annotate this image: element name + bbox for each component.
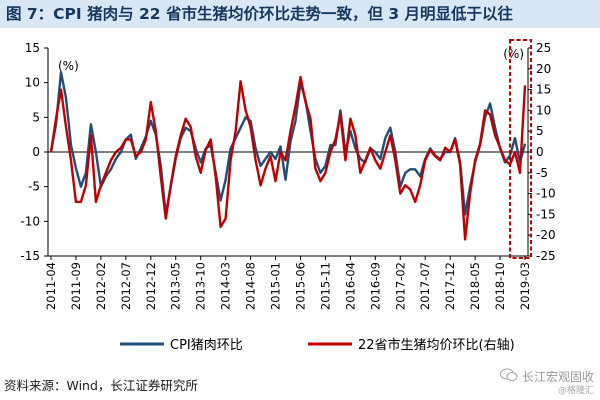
left-axis-label: (%) — [58, 59, 79, 73]
x-tick-label: 2019-03 — [518, 262, 532, 310]
x-tick-label: 2011-04 — [44, 262, 58, 310]
x-tick-label: 2013-05 — [169, 262, 183, 310]
watermark-site: @格隆汇 — [557, 386, 594, 396]
left-tick-label: 15 — [25, 41, 40, 55]
left-tick-label: 0 — [32, 145, 40, 159]
x-tick-label: 2015-11 — [318, 262, 332, 310]
right-tick-label: 25 — [536, 41, 551, 55]
x-tick-label: 2012-02 — [94, 262, 108, 310]
cpi-pork-line — [49, 71, 527, 216]
left-tick-label: -15 — [20, 249, 40, 263]
x-tick-label: 2012-07 — [119, 262, 133, 310]
source-note: 资料来源：Wind，长江证券研究所 — [4, 378, 198, 393]
right-tick-label: 15 — [536, 83, 551, 97]
right-tick-label: 10 — [536, 103, 551, 117]
x-tick-label: 2015-01 — [269, 262, 283, 310]
x-tick-label: 2017-07 — [418, 262, 432, 310]
dual-axis-line-chart: -15 -10 -5 0 5 10 15 (%) -25 -20 -15 -10 -5 0 5 10 15 20 2… — [20, 39, 556, 353]
x-tick-label: 2014-08 — [244, 262, 258, 310]
x-tick-label: 2011-09 — [69, 262, 83, 310]
legend-hog-price-label: 22省市生猪均价环比(右轴) — [358, 337, 515, 353]
figure-title: 图 7：CPI 猪肉与 22 省市生猪均价环比走势一致，但 3 月明显低于以往 — [0, 0, 600, 28]
series-layer — [49, 71, 527, 241]
watermark-account: 长江宏观固收 — [521, 370, 594, 384]
x-tick-label: 2017-12 — [443, 262, 457, 310]
x-tick-label: 2018-10 — [493, 262, 507, 310]
x-tick-label: 2014-03 — [219, 262, 233, 310]
right-tick-label: 5 — [536, 124, 544, 138]
x-tick-label: 2016-09 — [368, 262, 382, 310]
highlight-box — [509, 39, 533, 259]
left-tick-label: -10 — [20, 214, 40, 228]
x-tick-label: 2016-04 — [343, 262, 357, 310]
hog-price-line — [49, 75, 527, 241]
right-tick-label: -15 — [536, 207, 556, 221]
right-tick-label: -10 — [536, 187, 556, 201]
chart-legend: CPI猪肉环比 22省市生猪均价环比(右轴) — [120, 337, 515, 353]
right-axis-label: (%) — [503, 47, 524, 61]
left-tick-label: -5 — [28, 180, 40, 194]
annotation-layer — [509, 39, 533, 259]
x-tick-label: 2013-10 — [194, 262, 208, 310]
right-tick-label: 20 — [536, 62, 551, 76]
left-tick-label: 5 — [32, 110, 40, 124]
wechat-icon — [500, 368, 518, 382]
x-tick-label: 2012-12 — [144, 262, 158, 310]
right-tick-label: 0 — [536, 145, 544, 159]
right-tick-label: -25 — [536, 249, 556, 263]
right-tick-label: -20 — [536, 228, 556, 242]
legend-cpi-pork-label: CPI猪肉环比 — [170, 338, 243, 353]
left-tick-label: 10 — [25, 76, 40, 90]
watermark: 长江宏观固收 @格隆汇 — [474, 366, 594, 396]
x-tick-label: 2017-02 — [393, 262, 407, 310]
right-tick-label: -5 — [536, 166, 548, 180]
x-tick-label: 2015-06 — [293, 262, 307, 310]
x-tick-label: 2018-05 — [468, 262, 482, 310]
chart-axes: -15 -10 -5 0 5 10 15 (%) -25 -20 -15 -10 -5 0 5 10 15 20 2… — [20, 41, 555, 310]
